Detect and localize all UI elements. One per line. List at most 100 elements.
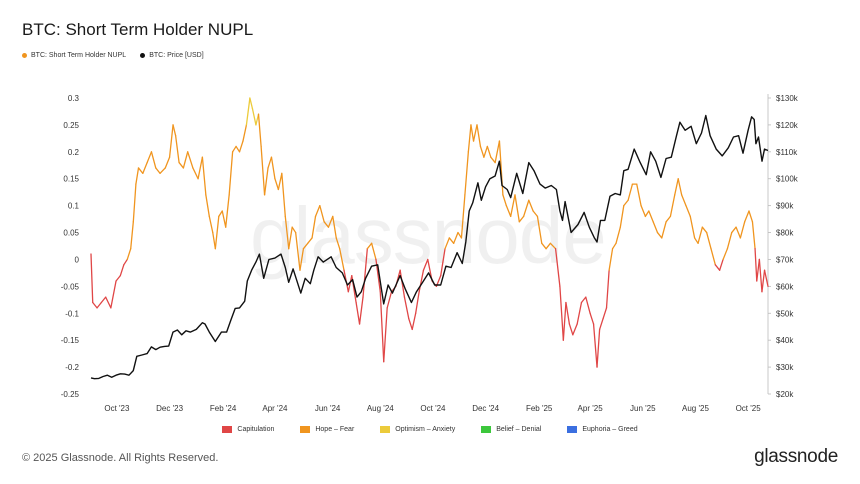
y-left-tick-label: 0 xyxy=(75,255,80,264)
y-left-tick-label: -0.2 xyxy=(65,363,79,372)
nupl-segment xyxy=(615,226,621,244)
nupl-segment xyxy=(267,156,273,169)
nupl-segment xyxy=(168,124,174,158)
nupl-segment xyxy=(514,194,520,223)
zone-legend-optimism-anxiety[interactable]: Optimism – Anxiety xyxy=(380,426,455,433)
nupl-segment xyxy=(502,194,508,207)
nupl-segment xyxy=(277,172,283,191)
nupl-segment xyxy=(319,204,325,223)
nupl-segment xyxy=(718,258,724,271)
zone-legend-hope-fear[interactable]: Hope – Fear xyxy=(300,426,354,433)
nupl-segment xyxy=(611,242,617,250)
x-tick-label: Dec '24 xyxy=(472,404,499,413)
nupl-segment xyxy=(627,183,634,201)
nupl-segment xyxy=(249,97,254,110)
nupl-segment xyxy=(422,258,429,271)
nupl-segment xyxy=(284,215,290,250)
y-right-tick-label: $70k xyxy=(776,255,794,264)
nupl-segment xyxy=(532,210,539,218)
nupl-segment xyxy=(182,151,189,169)
y-left-tick-label: -0.05 xyxy=(61,282,80,291)
nupl-segment xyxy=(549,242,557,250)
nupl-segment xyxy=(110,280,117,309)
y-right-tick-label: $100k xyxy=(776,175,799,184)
nupl-segment xyxy=(288,226,293,250)
nupl-segment xyxy=(608,248,614,271)
nupl-segment xyxy=(314,204,321,218)
nupl-segment xyxy=(231,145,237,153)
zone-swatch-belief-denial xyxy=(481,426,492,433)
y-left-tick-label: 0.25 xyxy=(63,121,79,130)
nupl-segment xyxy=(494,140,501,164)
nupl-segment xyxy=(274,178,280,191)
nupl-segment xyxy=(739,221,746,239)
nupl-segment xyxy=(697,226,704,244)
nupl-segment xyxy=(714,264,721,271)
nupl-segment xyxy=(748,210,754,223)
nupl-segment xyxy=(541,242,547,250)
nupl-segment xyxy=(677,178,683,196)
nupl-segment xyxy=(245,97,251,126)
zone-swatch-optimism-anxiety xyxy=(380,426,391,433)
y-left-tick-label: -0.25 xyxy=(61,390,80,399)
nupl-segment xyxy=(260,145,266,196)
zone-legend-euphoria-greed[interactable]: Euphoria – Greed xyxy=(567,426,638,433)
nupl-segment xyxy=(208,215,214,234)
nupl-segment xyxy=(358,296,364,325)
nupl-segment xyxy=(596,328,601,368)
nupl-segment xyxy=(674,178,679,196)
nupl-segment xyxy=(656,231,663,239)
nupl-segment xyxy=(722,248,729,261)
y-left-tick-label: 0.3 xyxy=(68,94,80,103)
x-tick-label: Oct '24 xyxy=(420,404,446,413)
nupl-segment xyxy=(307,237,313,244)
nupl-segment xyxy=(366,242,373,250)
nupl-segment xyxy=(146,151,153,164)
legend-item-nupl[interactable]: BTC: Short Term Holder NUPL xyxy=(22,52,126,59)
zone-label-capitulation: Capitulation xyxy=(237,426,275,433)
zone-legend-capitulation[interactable]: Capitulation xyxy=(222,426,274,433)
nupl-segment xyxy=(370,242,377,261)
nupl-segment xyxy=(415,291,420,314)
chart-title: BTC: Short Term Holder NUPL xyxy=(22,20,254,39)
nupl-segment xyxy=(554,248,561,288)
nupl-segment xyxy=(238,140,244,153)
nupl-segment xyxy=(164,156,171,169)
nupl-segment xyxy=(379,291,385,363)
nupl-segment xyxy=(323,221,330,228)
legend-item-price[interactable]: BTC: Price [USD] xyxy=(140,52,204,59)
nupl-segment xyxy=(693,237,699,244)
nupl-segment xyxy=(295,231,301,271)
nupl-segment xyxy=(479,145,485,158)
nupl-segment xyxy=(661,221,667,239)
nupl-segment xyxy=(710,248,716,266)
brand-logo[interactable]: glassnode xyxy=(754,446,838,467)
nupl-segment xyxy=(327,215,334,228)
nupl-segment xyxy=(362,248,368,298)
nupl-segment xyxy=(119,264,125,277)
nupl-segment xyxy=(150,151,157,169)
x-tick-label: Feb '24 xyxy=(210,404,237,413)
x-tick-label: Oct '23 xyxy=(104,404,130,413)
nupl-segment xyxy=(689,215,696,239)
zone-legend-belief-denial[interactable]: Belief – Denial xyxy=(481,426,541,433)
nupl-segment xyxy=(565,301,571,325)
nupl-segment xyxy=(178,161,185,169)
nupl-segment xyxy=(669,194,676,218)
nupl-segment xyxy=(580,296,587,304)
zone-swatch-hope-fear xyxy=(300,426,311,433)
nupl-segment xyxy=(386,291,393,309)
nupl-segment xyxy=(418,269,425,293)
nupl-segment xyxy=(197,156,204,180)
nupl-segment xyxy=(680,194,687,207)
price-line xyxy=(90,114,769,380)
nupl-segment xyxy=(100,296,107,304)
zone-label-hope-fear: Hope – Fear xyxy=(315,426,355,433)
nupl-segment xyxy=(205,194,210,218)
nupl-segment xyxy=(403,296,410,320)
y-left-tick-label: -0.15 xyxy=(61,336,80,345)
x-tick-label: Apr '24 xyxy=(262,404,288,413)
nupl-segment xyxy=(744,210,750,223)
nupl-segment xyxy=(347,274,353,293)
